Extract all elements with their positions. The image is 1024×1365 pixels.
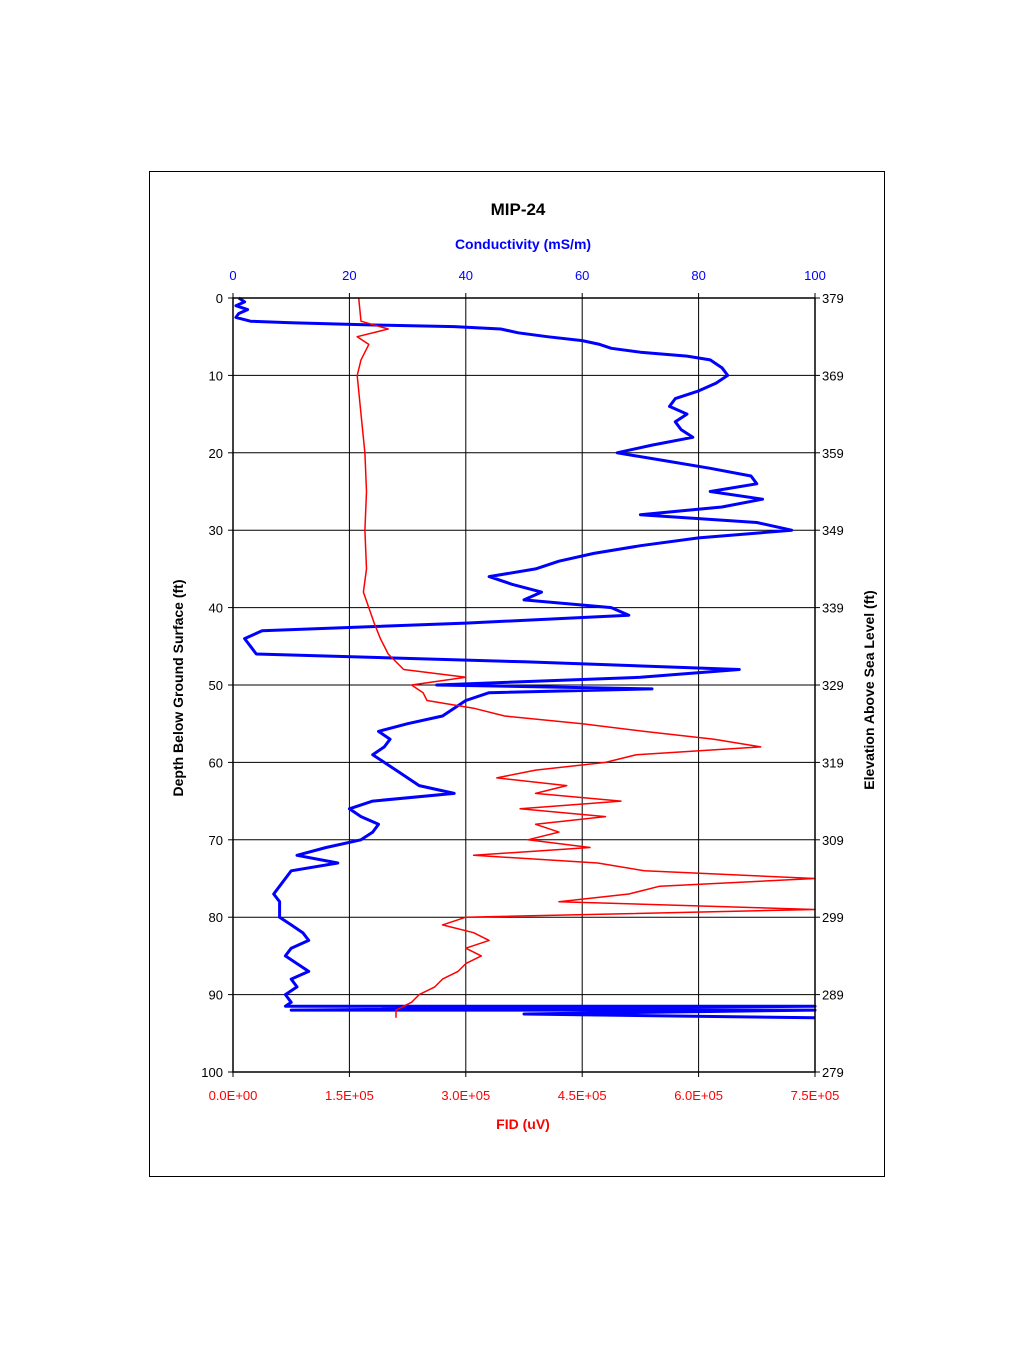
series-layer	[234, 296, 817, 1020]
tick-label-depth: 20	[209, 446, 223, 461]
tick-label-elevation: 339	[822, 601, 844, 616]
tick-label-elevation: 319	[822, 755, 844, 770]
chart-frame	[149, 171, 885, 1177]
tick-label-conductivity: 60	[575, 268, 589, 283]
tick-label-elevation: 299	[822, 910, 844, 925]
tick-label-depth: 40	[209, 601, 223, 616]
tick-label-elevation: 369	[822, 368, 844, 383]
tick-label-conductivity: 100	[804, 268, 826, 283]
tick-label-elevation: 379	[822, 291, 844, 306]
tick-label-depth: 10	[209, 368, 223, 383]
tick-label-elevation: 359	[822, 446, 844, 461]
grid-lines	[228, 293, 820, 1077]
tick-label-elevation: 289	[822, 988, 844, 1003]
tick-label-elevation: 279	[822, 1065, 844, 1080]
y-right-axis-title: Elevation Above Sea Level (ft)	[861, 590, 877, 789]
tick-label-depth: 50	[209, 678, 223, 693]
y-left-axis-title: Depth Below Ground Surface (ft)	[170, 580, 186, 797]
tick-label-depth: 60	[209, 755, 223, 770]
tick-label-conductivity: 40	[459, 268, 473, 283]
tick-label-depth: 70	[209, 833, 223, 848]
plot-area-border	[232, 297, 816, 1073]
x-top-axis-title: Conductivity (mS/m)	[455, 236, 591, 252]
x-bottom-axis-title: FID (uV)	[496, 1116, 550, 1132]
tick-label-conductivity: 80	[691, 268, 705, 283]
series-fid-line	[356, 297, 816, 1018]
tick-label-fid: 7.5E+05	[791, 1088, 840, 1103]
tick-label-elevation: 349	[822, 523, 844, 538]
tick-label-conductivity: 20	[342, 268, 356, 283]
tick-label-depth: 30	[209, 523, 223, 538]
tick-label-fid: 6.0E+05	[674, 1088, 723, 1103]
tick-label-fid: 0.0E+00	[209, 1088, 258, 1103]
tick-label-fid: 3.0E+05	[441, 1088, 490, 1103]
tick-label-depth: 0	[216, 291, 223, 306]
series-conductivity-line	[234, 296, 817, 1020]
tick-label-elevation: 329	[822, 678, 844, 693]
tick-label-depth: 90	[209, 988, 223, 1003]
tick-labels: 0 379 10 369 20 359 30 349 40 339 50 329 60 319 70 309 8…	[201, 268, 843, 1103]
tick-label-fid: 4.5E+05	[558, 1088, 607, 1103]
tick-label-depth: 100	[201, 1065, 223, 1080]
tick-label-elevation: 309	[822, 833, 844, 848]
chart-title: MIP-24	[491, 200, 546, 219]
tick-label-fid: 1.5E+05	[325, 1088, 374, 1103]
tick-label-conductivity: 0	[229, 268, 236, 283]
tick-label-depth: 80	[209, 910, 223, 925]
